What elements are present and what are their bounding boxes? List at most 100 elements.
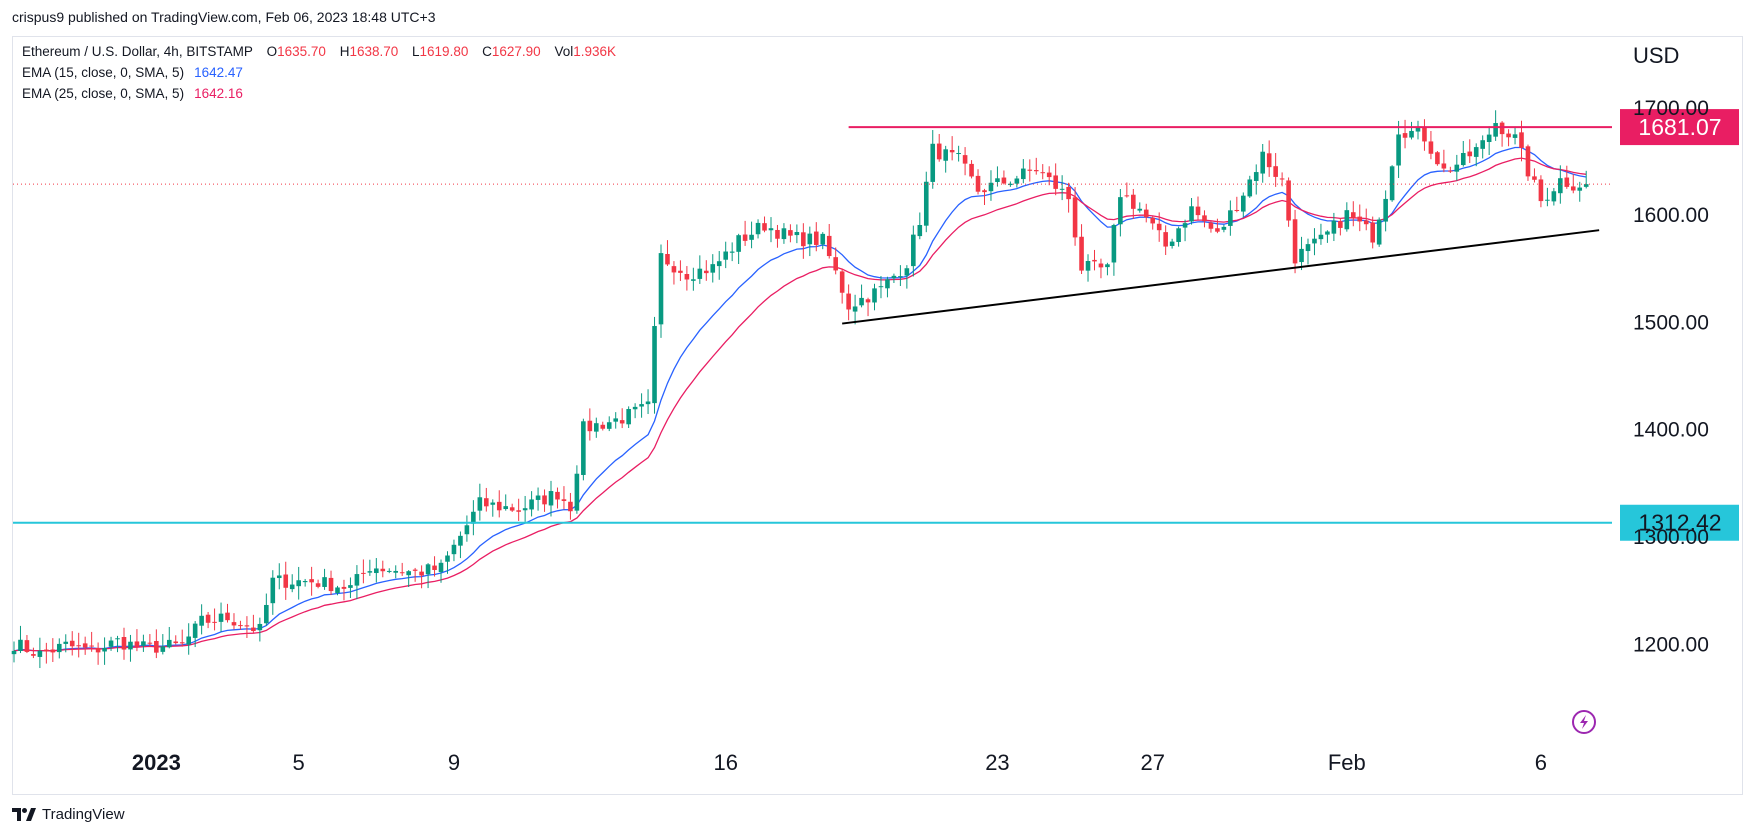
candle-body <box>671 266 677 273</box>
symbol-title[interactable]: Ethereum / U.S. Dollar, 4h, BITSTAMP <box>22 44 253 59</box>
candle-body <box>1014 178 1020 184</box>
candle-body <box>1532 176 1537 180</box>
candle-body <box>917 225 923 237</box>
candle-body <box>18 639 23 651</box>
y-tick-label: 1300.00 <box>1633 526 1709 549</box>
candle-body <box>846 293 851 310</box>
footer-brand[interactable]: TradingView <box>12 806 125 823</box>
tradingview-logo-icon <box>12 808 36 821</box>
candle-body <box>1215 228 1220 232</box>
candle-body <box>1247 179 1253 197</box>
candle-body <box>173 641 179 644</box>
candle-body <box>1208 222 1214 229</box>
ohlc-legend: Ethereum / U.S. Dollar, 4h, BITSTAMP O 16… <box>22 44 616 59</box>
candle-body <box>302 581 308 583</box>
candle-body <box>975 175 981 192</box>
candle-body <box>1131 194 1136 209</box>
ema25-line <box>13 157 1587 652</box>
candle-body <box>102 647 107 652</box>
candle-body <box>374 568 379 574</box>
candle-body <box>419 571 424 576</box>
candle-body <box>412 569 418 571</box>
candle-body <box>238 625 243 627</box>
candle-body <box>613 418 619 422</box>
candle-body <box>1467 151 1473 157</box>
candle-body <box>1325 231 1330 235</box>
candle-body <box>1486 134 1492 143</box>
candle-body <box>166 639 172 648</box>
high-label: H <box>339 44 350 59</box>
lightning-icon[interactable] <box>1572 710 1596 734</box>
candle-body <box>885 279 890 289</box>
candle-body <box>581 421 586 475</box>
candle-body <box>755 222 761 235</box>
candle-body <box>962 155 968 164</box>
candle-body <box>891 275 897 279</box>
candle-body <box>807 233 813 245</box>
candle-body <box>63 641 69 644</box>
candle-body <box>716 261 722 267</box>
publisher-line: crispus9 published on TradingView.com, F… <box>12 9 436 25</box>
candle-body <box>1266 153 1272 168</box>
candle-body <box>1260 151 1266 174</box>
currency-label: USD <box>1633 43 1679 68</box>
chart-frame[interactable] <box>12 36 1743 795</box>
candle-body <box>56 643 62 653</box>
candle-body <box>1318 234 1324 240</box>
candle-body <box>1583 184 1589 187</box>
candle-body <box>484 498 489 507</box>
candle-body <box>1059 188 1065 190</box>
candle-body <box>328 577 334 592</box>
candle-body <box>1558 178 1563 194</box>
candle-body <box>1448 170 1453 172</box>
candle-body <box>1033 170 1039 172</box>
volume-value: 1.936K <box>573 44 617 59</box>
candle-body <box>1008 183 1013 186</box>
candle-body <box>1189 206 1194 222</box>
candle-body <box>283 574 289 588</box>
candle-body <box>1066 186 1071 200</box>
candle-body <box>982 190 987 193</box>
candle-body <box>179 642 185 644</box>
ema15-legend[interactable]: EMA (15, close, 0, SMA, 5) 1642.47 <box>22 65 243 80</box>
candle-body <box>839 271 845 293</box>
candle-body <box>678 270 683 273</box>
candle-body <box>1221 226 1227 230</box>
candle-body <box>1273 166 1278 177</box>
resistance-price-tag <box>1620 109 1739 146</box>
candle-body <box>1202 215 1207 222</box>
candle-body <box>1570 186 1576 191</box>
candle-body <box>801 232 806 247</box>
candle-body <box>192 623 198 638</box>
x-tick-label: 5 <box>293 750 305 775</box>
candle-body <box>348 585 353 588</box>
candle-body <box>128 641 133 650</box>
candle-body <box>1085 260 1091 271</box>
candle-body <box>1253 172 1259 181</box>
candle-body <box>438 562 444 572</box>
candle-body <box>1525 146 1531 177</box>
candle-body <box>1376 219 1382 245</box>
candle-body <box>1454 164 1460 172</box>
candle-body <box>833 257 838 271</box>
ema25-legend[interactable]: EMA (25, close, 0, SMA, 5) 1642.16 <box>22 86 243 101</box>
candle-body <box>1299 248 1304 263</box>
candle-body <box>1001 177 1007 184</box>
candle-body <box>1021 168 1026 180</box>
candle-body <box>936 143 942 160</box>
ema15-line <box>13 146 1587 652</box>
open-label: O <box>266 44 278 59</box>
candle-body <box>225 612 230 621</box>
candle-body <box>911 234 916 267</box>
candle-body <box>574 473 580 511</box>
candle-body <box>1564 177 1570 187</box>
low-value: 1619.80 <box>419 44 469 59</box>
candle-body <box>1350 212 1356 218</box>
candle-body <box>1150 217 1156 224</box>
footer-brand-label: TradingView <box>42 806 125 823</box>
candle-body <box>76 645 81 647</box>
candle-body <box>742 234 748 241</box>
support-price-label: 1312.42 <box>1638 510 1721 536</box>
candle-body <box>1383 198 1388 222</box>
